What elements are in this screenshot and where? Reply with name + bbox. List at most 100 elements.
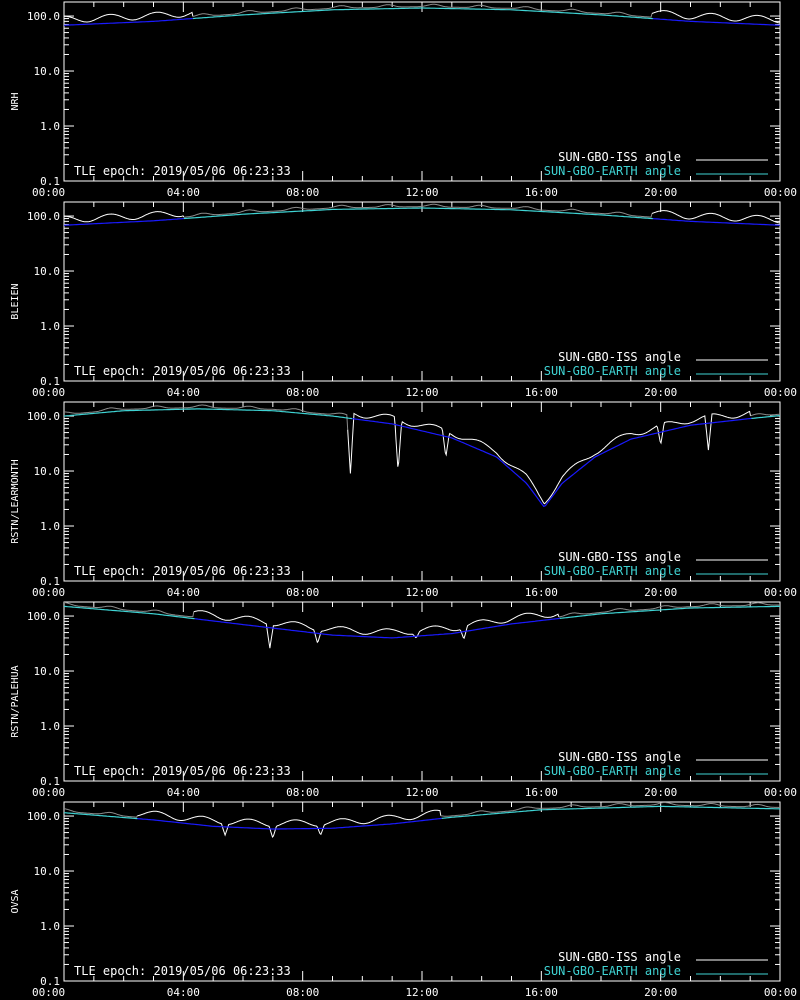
y-axis-label: NRH: [10, 92, 21, 110]
series-sun-gbo-earth: [64, 408, 353, 420]
tle-epoch-annotation: TLE epoch: 2019/05/06 06:23:33: [74, 164, 291, 178]
series-sun-gbo-iss: [64, 808, 138, 818]
series-sun-gbo-earth: [192, 7, 653, 20]
x-tick-label: 04:00: [167, 786, 200, 799]
y-tick-label: 10.0: [34, 465, 61, 478]
series-sun-gbo-earth: [751, 415, 780, 419]
x-tick-label: 12:00: [405, 186, 438, 199]
series-sun-gbo-iss: [183, 203, 653, 218]
x-tick-label: 16:00: [525, 586, 558, 599]
x-tick-label: 20:00: [644, 186, 677, 199]
x-tick-label: 12:00: [405, 786, 438, 799]
series-sun-gbo-iss: [347, 410, 751, 505]
x-tick-label: 08:00: [286, 186, 319, 199]
legend-label-iss: SUN-GBO-ISS angle: [558, 150, 681, 164]
x-tick-label: 12:00: [405, 586, 438, 599]
series-sun-gbo-earth: [183, 207, 653, 220]
y-axis-label: OVSA: [10, 889, 21, 913]
legend-label-earth: SUN-GBO-EARTH angle: [544, 964, 681, 978]
series-area: [64, 203, 780, 226]
legend-label-iss: SUN-GBO-ISS angle: [558, 750, 681, 764]
y-tick-label: 0.1: [40, 975, 60, 988]
x-tick-label: 12:00: [405, 386, 438, 399]
x-tick-label: 04:00: [167, 186, 200, 199]
y-tick-label: 10.0: [34, 65, 61, 78]
x-tick-label: 04:00: [167, 986, 200, 999]
x-tick-label: 00:00: [32, 786, 65, 799]
series-area: [64, 3, 780, 26]
panel-3: 100.010.01.00.100:00 04:00 08:00 12:00 16:00…: [10, 401, 797, 599]
x-tick-label: 20:00: [644, 586, 677, 599]
series-sun-gbo-iss: [64, 404, 349, 430]
x-tick-label: 08:00: [286, 786, 319, 799]
tle-epoch-annotation: TLE epoch: 2019/05/06 06:23:33: [74, 764, 291, 778]
series-sun-gbo-iss: [193, 610, 560, 649]
x-tick-label: 00:00: [764, 786, 797, 799]
legend-label-earth: SUN-GBO-EARTH angle: [544, 164, 681, 178]
y-tick-label: 1.0: [40, 120, 60, 133]
series-sun-gbo-earth: [64, 217, 184, 226]
series-sun-gbo-iss: [651, 10, 780, 24]
series-sun-gbo-iss: [137, 809, 442, 838]
x-tick-label: 08:00: [286, 586, 319, 599]
x-tick-label: 08:00: [286, 386, 319, 399]
y-tick-label: 10.0: [34, 265, 61, 278]
legend-label-iss: SUN-GBO-ISS angle: [558, 950, 681, 964]
y-axis-label: RSTN/PALEHUA: [10, 665, 21, 737]
y-tick-label: 100.0: [27, 810, 60, 823]
y-tick-label: 100.0: [27, 210, 60, 223]
y-tick-label: 100.0: [27, 10, 60, 23]
x-tick-label: 04:00: [167, 586, 200, 599]
series-sun-gbo-iss: [750, 413, 780, 417]
y-tick-label: 0.1: [40, 375, 60, 388]
series-sun-gbo-earth: [441, 805, 780, 819]
series-sun-gbo-iss: [192, 3, 653, 18]
panel-5: 100.010.01.00.100:00 04:00 08:00 12:00 16:00…: [10, 801, 797, 999]
x-tick-label: 00:00: [32, 986, 65, 999]
series-sun-gbo-earth: [64, 812, 138, 820]
legend-label-earth: SUN-GBO-EARTH angle: [544, 564, 681, 578]
series-sun-gbo-earth: [64, 17, 193, 26]
x-tick-label: 00:00: [32, 586, 65, 599]
legend-label-earth: SUN-GBO-EARTH angle: [544, 364, 681, 378]
y-axis-label: BLEIEN: [10, 283, 21, 319]
series-sun-gbo-iss: [64, 211, 185, 223]
y-tick-label: 10.0: [34, 865, 61, 878]
tle-epoch-annotation: TLE epoch: 2019/05/06 06:23:33: [74, 964, 291, 978]
legend-label-iss: SUN-GBO-ISS angle: [558, 350, 681, 364]
series-sun-gbo-iss: [64, 11, 194, 23]
y-tick-label: 1.0: [40, 520, 60, 533]
y-tick-label: 1.0: [40, 320, 60, 333]
tle-epoch-annotation: TLE epoch: 2019/05/06 06:23:33: [74, 564, 291, 578]
x-tick-label: 16:00: [525, 986, 558, 999]
x-tick-label: 08:00: [286, 986, 319, 999]
x-tick-label: 20:00: [644, 386, 677, 399]
series-sun-gbo-earth: [559, 605, 780, 619]
y-tick-label: 0.1: [40, 575, 60, 588]
series-area: [64, 802, 780, 838]
series-sun-gbo-iss: [440, 802, 780, 817]
series-sun-gbo-earth: [194, 617, 560, 639]
series-sun-gbo-iss: [651, 210, 780, 224]
y-tick-label: 1.0: [40, 720, 60, 733]
x-tick-label: 00:00: [32, 386, 65, 399]
series-area: [64, 404, 780, 508]
series-sun-gbo-iss: [64, 602, 195, 618]
x-tick-label: 20:00: [644, 786, 677, 799]
x-tick-label: 00:00: [764, 186, 797, 199]
series-sun-gbo-earth: [652, 18, 780, 26]
panel-4: 100.010.01.00.100:00 04:00 08:00 12:00 16:00…: [10, 601, 797, 799]
series-area: [64, 602, 780, 649]
y-axis-label: RSTN/LEARMONTH: [10, 459, 21, 543]
tle-epoch-annotation: TLE epoch: 2019/05/06 06:23:33: [74, 364, 291, 378]
series-sun-gbo-earth: [352, 417, 752, 508]
x-tick-label: 16:00: [525, 386, 558, 399]
series-sun-gbo-earth: [64, 605, 195, 620]
y-tick-label: 100.0: [27, 610, 60, 623]
x-tick-label: 04:00: [167, 386, 200, 399]
x-tick-label: 00:00: [764, 386, 797, 399]
panel-1: 100.010.01.00.100:00 04:00 08:00 12:00 16:00…: [10, 1, 797, 199]
y-tick-label: 0.1: [40, 175, 60, 188]
